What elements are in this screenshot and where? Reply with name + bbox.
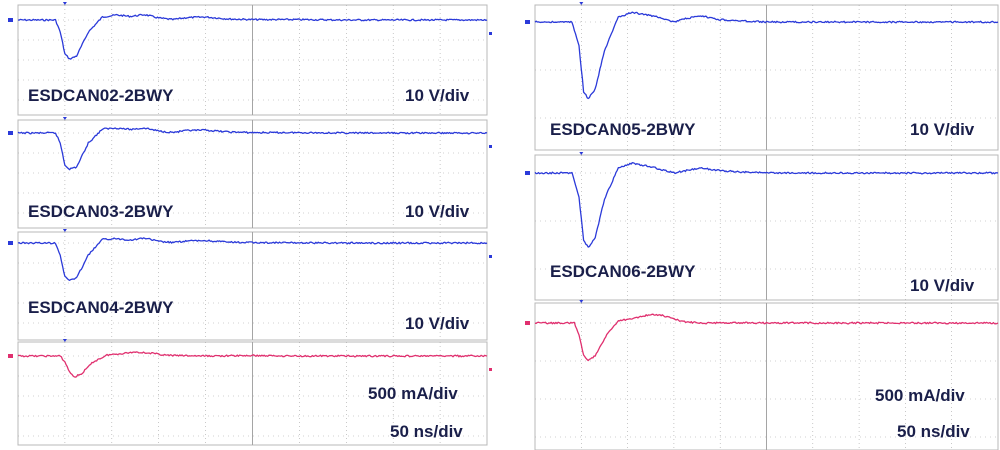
waveform-voltage: [17, 237, 488, 281]
scale-esdcan06: 10 V/div: [910, 276, 975, 295]
label-esdcan02: ESDCAN02-2BWY: [28, 86, 174, 105]
panel-left-1: [8, 2, 492, 116]
trigger-marker: [62, 117, 67, 120]
label-esdcan04: ESDCAN04-2BWY: [28, 298, 174, 317]
waveform-voltage: [534, 162, 999, 248]
waveform-voltage: [17, 13, 488, 60]
scale-esdcan03: 10 V/div: [405, 202, 470, 221]
panel-left-2: [8, 117, 492, 229]
panel-right-2: [525, 152, 999, 301]
trigger-marker: [579, 2, 584, 5]
label-esdcan03: ESDCAN03-2BWY: [28, 202, 174, 221]
trigger-marker: [62, 339, 67, 342]
timebase-left: 50 ns/div: [390, 422, 463, 441]
scale-current-left: 500 mA/div: [368, 384, 458, 403]
level-marker: [489, 255, 492, 258]
level-marker: [489, 368, 492, 371]
panel-right-3: [525, 300, 999, 450]
label-esdcan06: ESDCAN06-2BWY: [550, 262, 696, 281]
label-esdcan05: ESDCAN05-2BWY: [550, 120, 696, 139]
channel-marker: [8, 241, 13, 245]
scale-esdcan04: 10 V/div: [405, 314, 470, 333]
trigger-marker: [62, 229, 67, 232]
timebase-right: 50 ns/div: [897, 422, 970, 441]
scale-current-right: 500 mA/div: [875, 386, 965, 405]
channel-marker: [525, 171, 530, 175]
level-marker: [489, 32, 492, 35]
channel-marker: [525, 20, 530, 24]
waveform-current: [17, 351, 488, 378]
scale-esdcan05: 10 V/div: [910, 120, 975, 139]
trigger-marker: [62, 2, 67, 5]
trigger-marker: [579, 152, 584, 155]
waveform-current: [534, 313, 999, 362]
channel-marker: [8, 131, 13, 135]
trigger-marker: [579, 300, 584, 303]
panel-left-4: [8, 339, 492, 446]
level-marker: [489, 145, 492, 148]
scale-esdcan02: 10 V/div: [405, 86, 470, 105]
waveform-voltage: [534, 11, 999, 100]
panel-left-3: [8, 229, 492, 341]
channel-marker: [8, 18, 13, 22]
panel-right-1: [525, 2, 999, 151]
channel-marker: [8, 354, 13, 358]
waveform-voltage: [17, 127, 488, 171]
channel-marker: [525, 321, 530, 325]
